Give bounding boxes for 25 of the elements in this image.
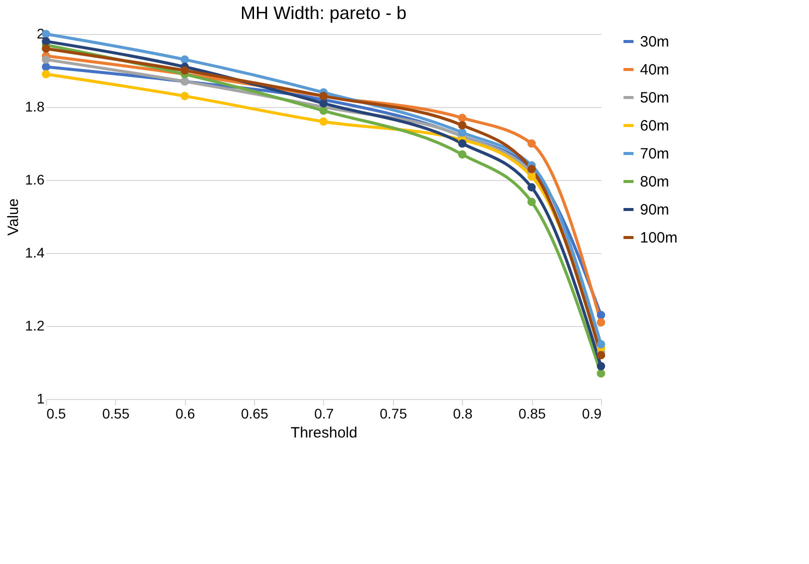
y-axis-title: Value: [5, 198, 22, 236]
y-tick-label: 1.6: [25, 172, 45, 188]
x-tick-label: 0.85: [518, 406, 546, 422]
x-tick-label: 0.6: [176, 406, 196, 422]
x-tick-label: 0.75: [380, 406, 408, 422]
legend-label: 40m: [640, 62, 670, 78]
x-axis-title: Threshold: [290, 424, 358, 442]
y-tick-label: 1.8: [25, 98, 45, 114]
x-tick-label: 0.65: [241, 406, 268, 422]
legend-label: 30m: [640, 34, 670, 50]
legend-label: 70m: [640, 146, 670, 162]
legend-label: 50m: [640, 90, 670, 106]
x-tick-label: 0.8: [453, 406, 473, 422]
x-tick-label: 0.5: [46, 406, 66, 422]
legend-label: 60m: [640, 118, 670, 134]
chart-title: MH Width: pareto - b: [240, 3, 407, 23]
y-tick-label: 1.2: [25, 318, 45, 334]
x-tick-label: 0.7: [314, 406, 334, 422]
legend-label: 80m: [640, 174, 670, 190]
y-tick-label: 1: [36, 390, 45, 406]
y-tick-label: 1.4: [25, 244, 45, 260]
legend-label: 90m: [640, 202, 670, 218]
legend-label: 100m: [640, 230, 678, 246]
x-tick-label: 0.55: [102, 406, 130, 422]
x-tick-label: 0.9: [582, 406, 602, 422]
